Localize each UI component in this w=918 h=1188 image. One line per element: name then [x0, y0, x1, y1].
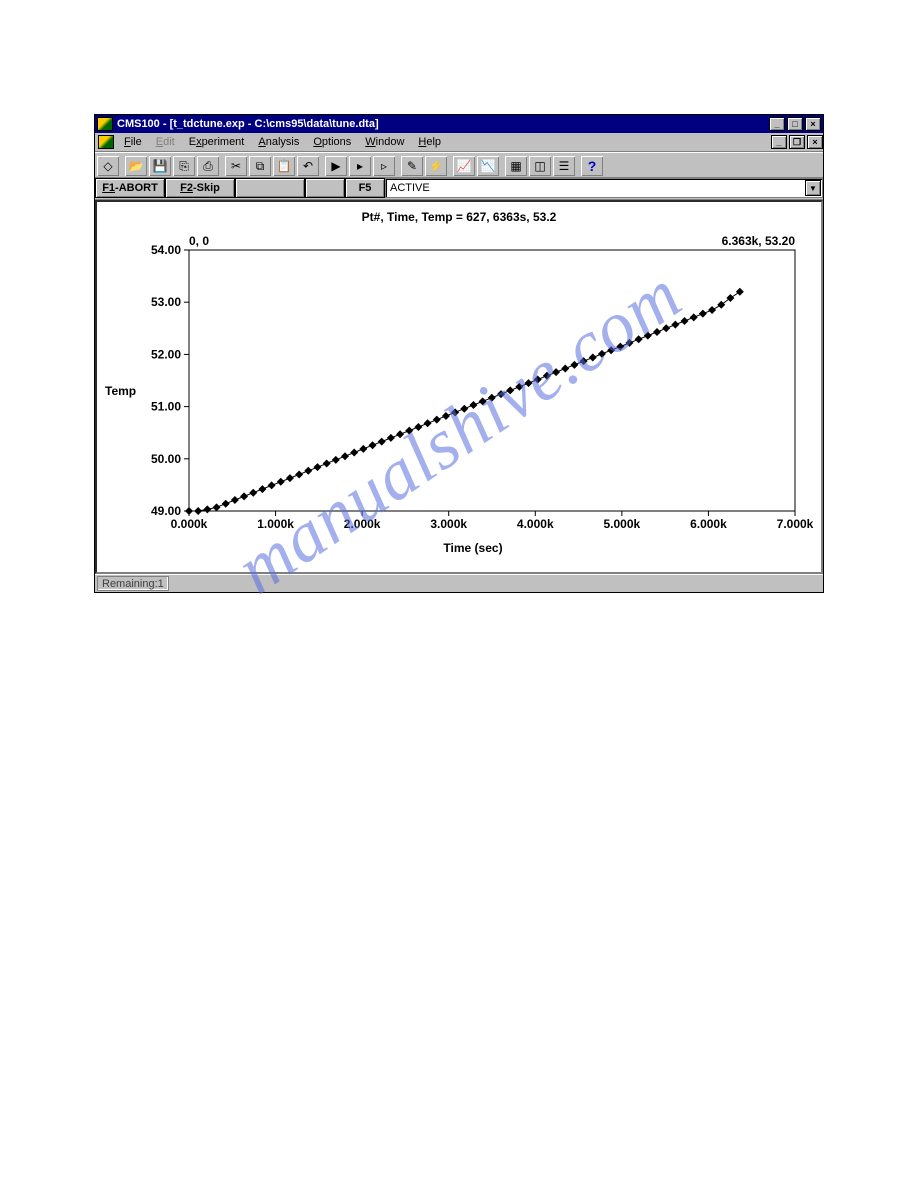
menubar: File Edit Experiment Analysis Options Wi… [95, 133, 823, 152]
svg-text:3.000k: 3.000k [430, 517, 467, 531]
svg-text:52.00: 52.00 [151, 347, 181, 361]
dropdown-arrow-icon[interactable]: ▼ [805, 180, 821, 196]
app-icon [97, 117, 113, 131]
chart-cursor-value: 6.363k, 53.20 [722, 234, 795, 248]
page: manualshive.com CMS100 - [t_tdctune.exp … [94, 114, 824, 593]
svg-text:49.00: 49.00 [151, 504, 181, 518]
chart-area: Pt#, Time, Temp = 627, 6363s, 53.2 0, 0 … [95, 200, 823, 574]
tb-copy-icon[interactable]: ⧉ [248, 155, 272, 177]
menu-help[interactable]: Help [411, 134, 448, 150]
f1-abort-button[interactable]: F1-ABORT [95, 178, 165, 198]
f4-button[interactable] [305, 178, 345, 198]
mdi-restore-button[interactable]: ❐ [789, 135, 805, 149]
tb-run3-icon[interactable]: ▹ [372, 155, 396, 177]
menu-options[interactable]: Options [306, 134, 358, 150]
svg-text:51.00: 51.00 [151, 400, 181, 414]
tb-chart1-icon[interactable]: 📈 [452, 155, 476, 177]
chart-wrap: 0, 0 6.363k, 53.20 Temp 49.0050.0051.005… [133, 234, 813, 564]
svg-text:50.00: 50.00 [151, 452, 181, 466]
tb-paste-icon[interactable]: 📋 [272, 155, 296, 177]
maximize-button[interactable]: □ [787, 117, 803, 131]
mdi-close-button[interactable]: × [807, 135, 823, 149]
tb-cut-icon[interactable]: ✂ [224, 155, 248, 177]
f5-label: F5 [359, 182, 372, 194]
status-dropdown[interactable]: ACTIVE ▼ [385, 178, 823, 198]
menu-window[interactable]: Window [358, 134, 411, 150]
f2-skip-button[interactable]: F2-Skip [165, 178, 235, 198]
chart-cursor-origin: 0, 0 [189, 234, 209, 248]
menu-analysis[interactable]: Analysis [251, 134, 306, 150]
tb-open-icon[interactable]: 📂 [124, 155, 148, 177]
window-title: CMS100 - [t_tdctune.exp - C:\cms95\data\… [117, 118, 767, 130]
f5-button[interactable]: F5 [345, 178, 385, 198]
f3-button[interactable] [235, 178, 305, 198]
svg-text:4.000k: 4.000k [517, 517, 554, 531]
chart-title: Pt#, Time, Temp = 627, 6363s, 53.2 [105, 206, 813, 234]
toolbar: ◇ 📂 💾 ⎘ ⎙ ✂ ⧉ 📋 ↶ ▶ ▸ ▹ ✎ ⚡ 📈 📉 ▦ ◫ ☰ [95, 152, 823, 178]
tb-save-icon[interactable]: 💾 [148, 155, 172, 177]
status-remaining: Remaining:1 [97, 576, 169, 591]
svg-text:2.000k: 2.000k [344, 517, 381, 531]
svg-text:0.000k: 0.000k [171, 517, 208, 531]
tb-run1-icon[interactable]: ▶ [324, 155, 348, 177]
minimize-button[interactable]: _ [769, 117, 785, 131]
tb-saveall-icon[interactable]: ⎘ [172, 155, 196, 177]
tb-undo-icon[interactable]: ↶ [296, 155, 320, 177]
tb-props-icon[interactable]: ☰ [552, 155, 576, 177]
close-button[interactable]: × [805, 117, 821, 131]
x-axis-label: Time (sec) [133, 541, 813, 555]
svg-text:5.000k: 5.000k [604, 517, 641, 531]
svg-text:53.00: 53.00 [151, 295, 181, 309]
svg-text:6.000k: 6.000k [690, 517, 727, 531]
svg-text:1.000k: 1.000k [257, 517, 294, 531]
tb-chart2-icon[interactable]: 📉 [476, 155, 500, 177]
tb-print-icon[interactable]: ⎙ [196, 155, 220, 177]
fkey-bar: F1-ABORT F2-Skip F5 ACTIVE ▼ [95, 178, 823, 200]
svg-text:54.00: 54.00 [151, 243, 181, 257]
chart-plot: 49.00 50.00 51.00 52.00 53.00 54.00 0.000k 1.00… [133, 234, 813, 539]
tb-tile-icon[interactable]: ▦ [504, 155, 528, 177]
tb-split-icon[interactable]: ◫ [528, 155, 552, 177]
mdi-minimize-button[interactable]: _ [771, 135, 787, 149]
tb-bolt-icon[interactable]: ⚡ [424, 155, 448, 177]
tb-run2-icon[interactable]: ▸ [348, 155, 372, 177]
y-axis-label: Temp [105, 384, 136, 398]
menu-file[interactable]: File [117, 134, 149, 150]
titlebar: CMS100 - [t_tdctune.exp - C:\cms95\data\… [95, 115, 823, 133]
tb-wand-icon[interactable]: ✎ [400, 155, 424, 177]
app-window: CMS100 - [t_tdctune.exp - C:\cms95\data\… [94, 114, 824, 593]
tb-help-icon[interactable]: ? [580, 155, 604, 177]
document-icon[interactable] [98, 135, 114, 149]
status-dropdown-value: ACTIVE [390, 182, 430, 194]
tb-new-icon[interactable]: ◇ [96, 155, 120, 177]
menu-edit: Edit [149, 134, 182, 150]
menu-experiment[interactable]: Experiment [182, 134, 252, 150]
statusbar: Remaining:1 [95, 574, 823, 592]
svg-text:7.000k: 7.000k [777, 517, 813, 531]
